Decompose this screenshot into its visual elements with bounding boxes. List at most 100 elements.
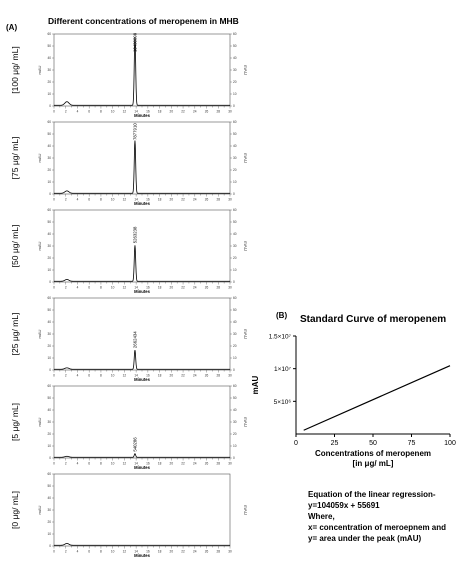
x-tick-label: 4 [77, 550, 79, 554]
x-tick-label: 0 [53, 198, 55, 202]
x-tick-label: 4 [77, 374, 79, 378]
x-tick-label: 22 [181, 198, 185, 202]
x-tick-label: 16 [146, 286, 150, 290]
x-tick-label: 0 [53, 286, 55, 290]
x-tick-label: 16 [146, 110, 150, 114]
x-tick-label: 25 [331, 440, 339, 447]
y-axis-label-left: mAU [37, 241, 42, 250]
y-tick-label-left: 20 [47, 256, 51, 260]
y-tick-label-right: 40 [233, 56, 237, 60]
y-tick-label-left: 10 [47, 532, 51, 536]
concentration-label: [50 μg/ mL] [10, 225, 20, 268]
x-tick-label: 26 [205, 462, 209, 466]
y-tick-label-left: 20 [47, 432, 51, 436]
y-tick-label-right: 20 [233, 344, 237, 348]
y-tick-label-right: 60 [233, 32, 237, 36]
x-tick-label: 4 [77, 286, 79, 290]
equation-line-4: x= concentration of meroepnem and [308, 523, 446, 532]
y-tick-label-left: 40 [47, 320, 51, 324]
x-tick-label: 8 [100, 462, 102, 466]
y-tick-label-right: 50 [233, 396, 237, 400]
y-tick-label-left: 20 [47, 520, 51, 524]
x-axis-label: Minutes [134, 377, 150, 382]
x-tick-label: 22 [181, 110, 185, 114]
chromatogram-trace [54, 453, 230, 458]
y-tick-label-left: 0 [49, 104, 51, 108]
regression-line [303, 365, 451, 431]
equation-line-3: Where, [308, 512, 335, 521]
y-tick-label-left: 40 [47, 232, 51, 236]
x-tick-label: 2 [65, 550, 67, 554]
x-tick-label: 20 [170, 550, 174, 554]
x-tick-label: 6 [88, 550, 90, 554]
x-tick-label: 14 [134, 110, 138, 114]
x-axis-label-line-2: [in μg/ mL] [353, 459, 394, 468]
peak-area-label: 5263238 [132, 226, 137, 243]
y-tick-label: 1×10⁷ [274, 366, 292, 373]
y-tick-label-left: 30 [47, 332, 51, 336]
x-tick-label: 12 [123, 286, 127, 290]
x-tick-label: 0 [53, 110, 55, 114]
y-tick-label-left: 20 [47, 168, 51, 172]
y-tick-label-right: 0 [233, 280, 235, 284]
y-axis-label: mAU [251, 375, 260, 394]
y-axis-label-left: mAU [37, 153, 42, 162]
y-tick-label-right: 50 [233, 44, 237, 48]
y-tick-label-left: 60 [47, 120, 51, 124]
x-tick-label: 6 [88, 198, 90, 202]
concentration-label: [100 μg/ mL] [10, 46, 20, 93]
y-tick-label-right: 10 [233, 444, 237, 448]
y-tick-label-left: 60 [47, 208, 51, 212]
x-tick-label: 0 [294, 440, 298, 447]
y-tick-label: 1.5×10⁷ [269, 334, 292, 341]
chromatogram-frame [53, 385, 231, 459]
x-tick-label: 24 [193, 550, 197, 554]
y-tick-label-right: 0 [233, 456, 235, 460]
y-tick-label-right: 50 [233, 308, 237, 312]
x-tick-label: 10 [111, 286, 115, 290]
x-tick-label: 30 [228, 286, 232, 290]
y-tick-label-right: 0 [233, 104, 235, 108]
x-tick-label: 28 [216, 550, 220, 554]
x-tick-label: 8 [100, 198, 102, 202]
panel-b-title: Standard Curve of meropenem [300, 314, 446, 325]
x-tick-label: 8 [100, 110, 102, 114]
chromatogram-frame [53, 473, 231, 547]
x-tick-label: 2 [65, 110, 67, 114]
equation-line-5: y= area under the peak (mAU) [308, 534, 421, 543]
y-tick-label-left: 30 [47, 508, 51, 512]
x-tick-label: 26 [205, 550, 209, 554]
chromatogram-frame [53, 33, 231, 107]
x-tick-label: 18 [158, 462, 162, 466]
chromatogram-trace [54, 245, 230, 282]
x-tick-label: 18 [158, 110, 162, 114]
x-tick-label: 14 [134, 462, 138, 466]
x-tick-label: 8 [100, 374, 102, 378]
y-axis-label-right: mAU [243, 329, 248, 339]
x-tick-label: 12 [123, 550, 127, 554]
peak-area-label: 10430898 [132, 32, 137, 52]
y-axis-label-right: mAU [243, 153, 248, 163]
y-tick-label-left: 40 [47, 408, 51, 412]
y-axis-label-right: mAU [243, 241, 248, 251]
chromatogram-frame [53, 297, 231, 371]
y-tick-label-left: 10 [47, 180, 51, 184]
concentration-label: [75 μg/ mL] [10, 137, 20, 180]
y-tick-label-right: 20 [233, 80, 237, 84]
x-tick-label: 20 [170, 286, 174, 290]
y-tick-label-left: 50 [47, 484, 51, 488]
x-tick-label: 20 [170, 374, 174, 378]
x-tick-label: 2 [65, 462, 67, 466]
x-tick-label: 30 [228, 550, 232, 554]
y-tick-label-right: 60 [233, 296, 237, 300]
x-tick-label: 6 [88, 462, 90, 466]
x-tick-label: 18 [158, 374, 162, 378]
x-tick-label: 30 [228, 374, 232, 378]
x-tick-label: 20 [170, 198, 174, 202]
x-tick-label: 2 [65, 198, 67, 202]
x-tick-label: 26 [205, 198, 209, 202]
x-tick-label: 24 [193, 374, 197, 378]
